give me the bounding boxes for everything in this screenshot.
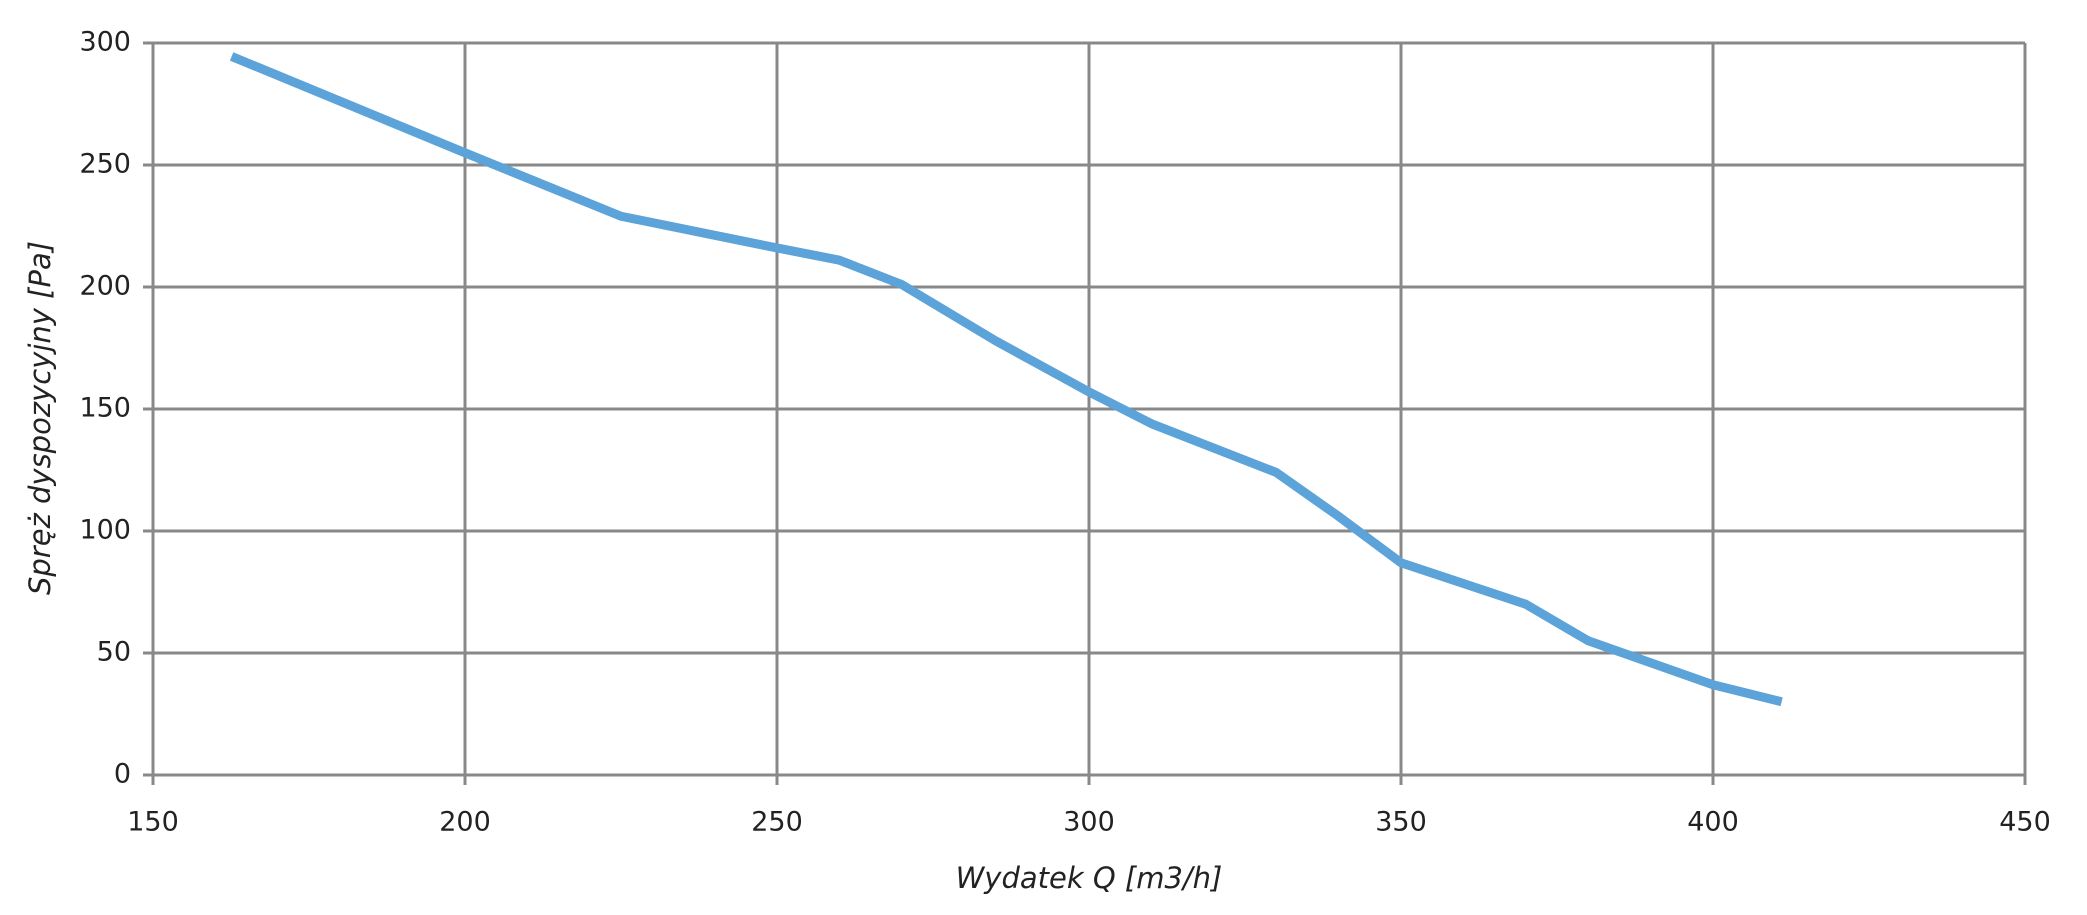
y-axis-title: Spręż dyspozycyjny [Pa] <box>23 241 57 595</box>
x-tick-label: 200 <box>439 807 491 838</box>
y-tick-label: 300 <box>79 27 131 58</box>
data-line <box>229 52 1783 707</box>
y-tick-label: 250 <box>79 149 131 180</box>
x-tick-label: 250 <box>751 807 803 838</box>
y-tick-label: 50 <box>97 637 131 668</box>
x-axis-title: Wydatek Q [m3/h] <box>956 861 1223 895</box>
x-tick-label: 400 <box>1687 807 1739 838</box>
y-tick-label: 100 <box>79 515 131 546</box>
x-tick-label: 150 <box>127 807 179 838</box>
x-tick-label: 350 <box>1375 807 1427 838</box>
x-tick-label: 300 <box>1063 807 1115 838</box>
y-tick-label: 200 <box>79 271 131 302</box>
y-tick-label: 150 <box>79 393 131 424</box>
y-tick-label: 0 <box>114 759 131 790</box>
x-tick-label: 450 <box>1999 807 2051 838</box>
